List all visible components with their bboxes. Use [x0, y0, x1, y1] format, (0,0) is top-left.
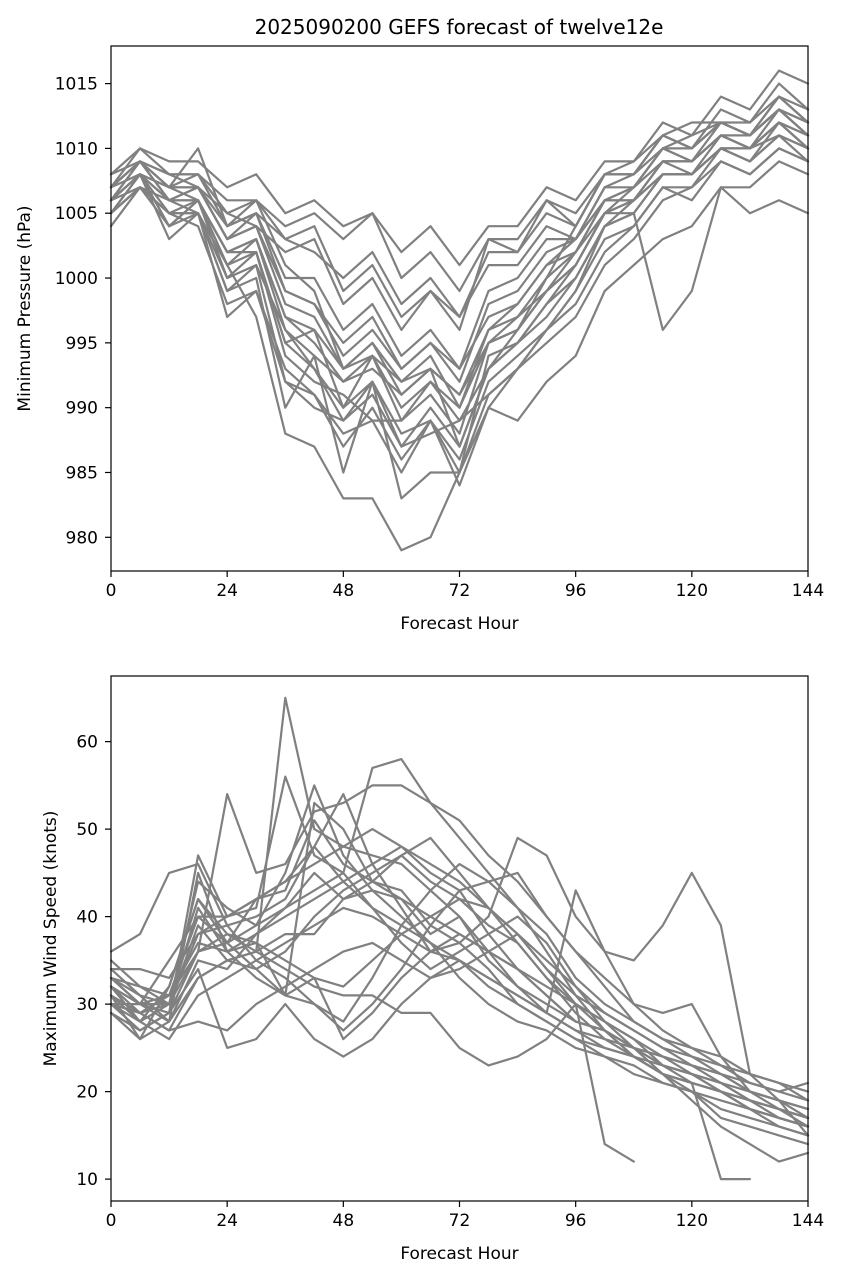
figure-title: 2025090200 GEFS forecast of twelve12e [255, 15, 664, 39]
wind-series-line-5 [109, 784, 810, 1093]
wind-x-tick-label-24: 24 [216, 1211, 238, 1231]
pressure-y-tick-label-1015: 1015 [55, 75, 98, 95]
pressure-series-line-19 [109, 147, 810, 474]
pressure-x-tick-label-0: 0 [106, 581, 117, 601]
pressure-y-tick-label-1000: 1000 [55, 269, 98, 289]
pressure-series-line-22 [109, 121, 810, 370]
pressure-series-line-21 [109, 121, 810, 396]
wind-series-line-22 [109, 863, 810, 1119]
pressure-x-tick-label-144: 144 [792, 581, 824, 601]
wind-x-tick-label-96: 96 [565, 1211, 587, 1231]
pressure-x-tick-label-96: 96 [565, 581, 587, 601]
wind-series-line-13 [109, 898, 751, 1181]
pressure-lines [109, 69, 810, 552]
wind-axes: 0 24 48 72 96 120 144 10 20 30 40 50 60 Forecast Hour… [41, 675, 824, 1264]
pressure-plot-frame [110, 45, 809, 572]
wind-series-line-21 [109, 845, 810, 1128]
pressure-x-tick-label-24: 24 [216, 581, 238, 601]
wind-y-tick-label-10: 10 [76, 1170, 98, 1190]
wind-x-axis-label: Forecast Hour [400, 1244, 518, 1264]
pressure-axes: 0 24 48 72 96 120 144 980 985 990 995 1000 1005 1010 1… [15, 45, 824, 634]
pressure-y-tick-label-1005: 1005 [55, 204, 98, 224]
wind-y-tick-label-60: 60 [76, 733, 98, 753]
pressure-x-tick-label-48: 48 [333, 581, 355, 601]
pressure-series-line-20 [109, 95, 810, 318]
pressure-series-line-5 [109, 108, 810, 500]
wind-x-tick-label-120: 120 [676, 1211, 708, 1231]
pressure-y-tick-label-980: 980 [66, 528, 98, 548]
wind-chart: 0 24 48 72 96 120 144 10 20 30 40 50 60 Forecast Hour… [41, 675, 824, 1264]
pressure-y-tick-label-1010: 1010 [55, 139, 98, 159]
wind-y-tick-label-40: 40 [76, 908, 98, 928]
wind-series-line-19 [109, 828, 810, 1137]
pressure-series-line-15 [109, 147, 810, 448]
wind-y-tick-label-20: 20 [76, 1083, 98, 1103]
pressure-y-axis-label: Minimum Pressure (hPa) [15, 205, 35, 411]
pressure-chart: 0 24 48 72 96 120 144 980 985 990 995 1000 1005 1010 1… [15, 45, 824, 634]
pressure-y-tick-label-995: 995 [66, 334, 98, 354]
pressure-y-tick-label-985: 985 [66, 463, 98, 483]
wind-lines [109, 696, 810, 1181]
wind-x-tick-label-72: 72 [449, 1211, 471, 1231]
wind-y-tick-label-50: 50 [76, 820, 98, 840]
wind-series-line-10 [109, 924, 635, 1163]
wind-series-line-15 [109, 784, 810, 1128]
wind-x-tick-label-0: 0 [106, 1211, 117, 1231]
pressure-x-tick-label-120: 120 [676, 581, 708, 601]
wind-y-tick-label-30: 30 [76, 995, 98, 1015]
pressure-x-axis-label: Forecast Hour [400, 614, 518, 634]
wind-x-tick-label-144: 144 [792, 1211, 824, 1231]
wind-x-tick-label-48: 48 [333, 1211, 355, 1231]
pressure-series-line-2 [109, 69, 810, 267]
wind-y-axis-label: Maximum Wind Speed (knots) [41, 811, 61, 1067]
pressure-series-line-4 [109, 108, 810, 487]
pressure-x-tick-label-72: 72 [449, 581, 471, 601]
pressure-y-tick-label-990: 990 [66, 399, 98, 419]
wind-series-line-16 [109, 845, 810, 1102]
